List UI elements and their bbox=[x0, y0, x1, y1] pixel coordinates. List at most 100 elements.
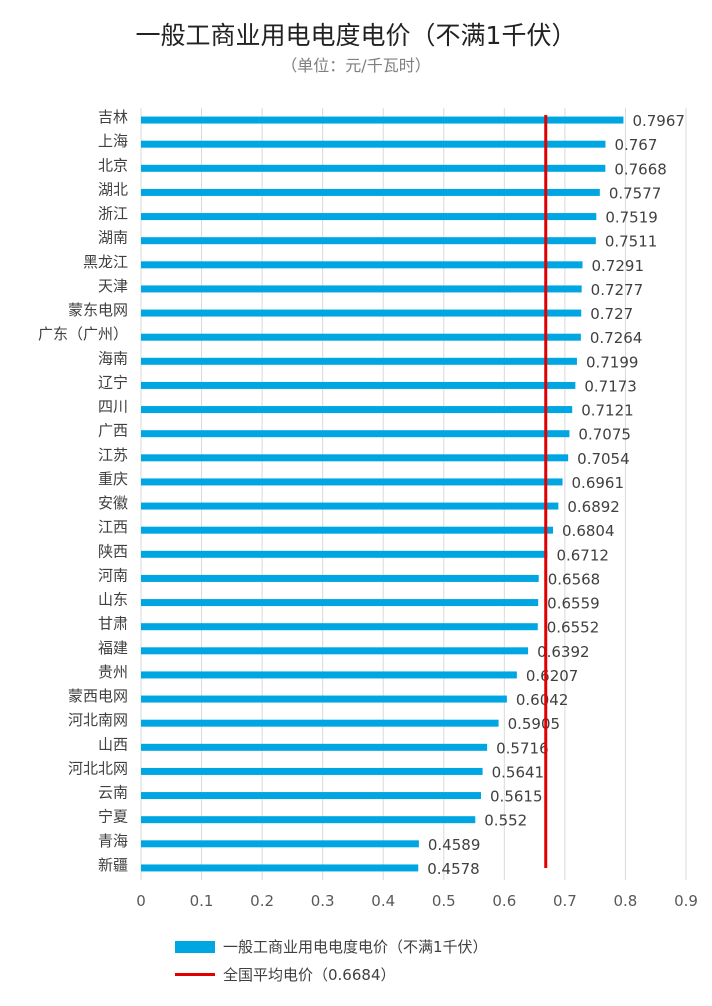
data-label: 0.4589 bbox=[428, 836, 481, 854]
data-label: 0.7519 bbox=[605, 209, 658, 227]
data-label: 0.5905 bbox=[508, 715, 561, 733]
bar bbox=[141, 381, 576, 389]
data-label: 0.6042 bbox=[516, 691, 569, 709]
chart-title: 一般工商业用电电度电价（不满1千伏） bbox=[135, 21, 577, 50]
x-tick-label: 0.6 bbox=[492, 892, 516, 910]
x-tick-label: 0.9 bbox=[674, 892, 698, 910]
data-label: 0.7054 bbox=[577, 450, 630, 468]
bar bbox=[141, 164, 606, 172]
category-label: 福建 bbox=[98, 639, 128, 657]
bar bbox=[141, 502, 559, 510]
data-label: 0.767 bbox=[614, 136, 657, 154]
x-tick-label: 0.2 bbox=[250, 892, 274, 910]
category-label: 安徽 bbox=[98, 494, 128, 512]
legend-label-series: 一般工商业用电电度电价（不满1千伏） bbox=[223, 938, 488, 956]
category-label: 吉林 bbox=[98, 108, 128, 126]
bar bbox=[141, 406, 573, 414]
data-label: 0.5716 bbox=[496, 739, 549, 757]
legend-swatch-bar bbox=[175, 940, 215, 953]
category-label: 天津 bbox=[98, 277, 128, 295]
data-label: 0.7264 bbox=[590, 329, 643, 347]
bar bbox=[141, 695, 507, 703]
category-label: 辽宁 bbox=[98, 373, 128, 391]
data-label: 0.7173 bbox=[584, 377, 637, 395]
category-label: 山东 bbox=[98, 591, 128, 609]
bar bbox=[141, 213, 597, 221]
bar bbox=[141, 478, 563, 486]
category-label: 贵州 bbox=[98, 663, 128, 681]
category-label: 广西 bbox=[98, 422, 128, 440]
data-label: 0.6559 bbox=[547, 595, 600, 613]
data-label: 0.7075 bbox=[578, 426, 631, 444]
data-label: 0.6568 bbox=[548, 570, 601, 588]
data-label: 0.4578 bbox=[427, 860, 480, 878]
category-label: 黑龙江 bbox=[83, 253, 128, 271]
data-label: 0.6207 bbox=[526, 667, 579, 685]
bar bbox=[141, 743, 488, 751]
category-label: 云南 bbox=[98, 784, 128, 802]
x-tick-label: 0 bbox=[136, 892, 146, 910]
x-tick-label: 0.5 bbox=[432, 892, 456, 910]
bar bbox=[141, 623, 538, 631]
bar bbox=[141, 285, 582, 293]
category-label: 浙江 bbox=[98, 205, 128, 223]
category-label: 甘肃 bbox=[98, 615, 128, 633]
data-label: 0.7668 bbox=[614, 160, 667, 178]
category-label: 江西 bbox=[98, 518, 128, 536]
x-tick-label: 0.7 bbox=[553, 892, 577, 910]
bar bbox=[141, 188, 600, 196]
bar bbox=[141, 357, 577, 365]
x-tick-label: 0.8 bbox=[614, 892, 638, 910]
data-label: 0.7277 bbox=[591, 281, 644, 299]
data-label: 0.5641 bbox=[492, 763, 544, 781]
bar bbox=[141, 116, 624, 124]
x-tick-label: 0.1 bbox=[190, 892, 214, 910]
legend-swatch-line bbox=[175, 973, 215, 976]
chart-subtitle: （单位：元/千瓦时） bbox=[281, 56, 431, 75]
bar bbox=[141, 261, 583, 269]
bar bbox=[141, 864, 419, 872]
category-label: 上海 bbox=[98, 132, 128, 150]
bar bbox=[141, 333, 581, 341]
bar bbox=[141, 550, 548, 558]
category-label: 四川 bbox=[98, 398, 128, 416]
bar bbox=[141, 140, 606, 148]
category-label: 宁夏 bbox=[98, 808, 128, 826]
data-label: 0.5615 bbox=[490, 788, 542, 806]
category-label: 北京 bbox=[98, 156, 128, 174]
category-label: 陕西 bbox=[98, 542, 128, 560]
data-label: 0.7577 bbox=[609, 184, 662, 202]
bar bbox=[141, 840, 419, 848]
bar bbox=[141, 237, 596, 245]
data-label: 0.6712 bbox=[556, 546, 609, 564]
bar bbox=[141, 792, 482, 800]
category-label: 河北北网 bbox=[68, 759, 128, 777]
category-label: 湖北 bbox=[98, 180, 128, 198]
category-label: 新疆 bbox=[98, 856, 128, 874]
bar bbox=[141, 430, 570, 438]
data-label: 0.7199 bbox=[586, 353, 639, 371]
bar bbox=[141, 647, 529, 655]
category-label: 山西 bbox=[98, 735, 128, 753]
bar bbox=[141, 671, 517, 679]
legend-item-series: 一般工商业用电电度电价（不满1千伏） bbox=[175, 936, 488, 957]
x-tick-label: 0.4 bbox=[371, 892, 395, 910]
data-label: 0.727 bbox=[590, 305, 633, 323]
category-label: 青海 bbox=[98, 832, 128, 850]
category-label: 海南 bbox=[98, 349, 128, 367]
category-label: 广东（广州） bbox=[38, 325, 128, 343]
x-tick-label: 0.3 bbox=[311, 892, 335, 910]
data-label: 0.6392 bbox=[537, 643, 590, 661]
bar bbox=[141, 454, 569, 462]
bar bbox=[141, 767, 483, 775]
data-label: 0.6892 bbox=[567, 498, 620, 516]
data-label: 0.552 bbox=[484, 812, 527, 830]
data-label: 0.6961 bbox=[572, 474, 625, 492]
data-label: 0.7121 bbox=[581, 402, 634, 420]
bar bbox=[141, 526, 554, 534]
data-label: 0.7967 bbox=[632, 112, 685, 130]
legend-item-average: 全国平均电价（0.6684） bbox=[175, 964, 396, 985]
category-label: 河南 bbox=[98, 566, 128, 584]
category-label: 重庆 bbox=[98, 470, 128, 488]
